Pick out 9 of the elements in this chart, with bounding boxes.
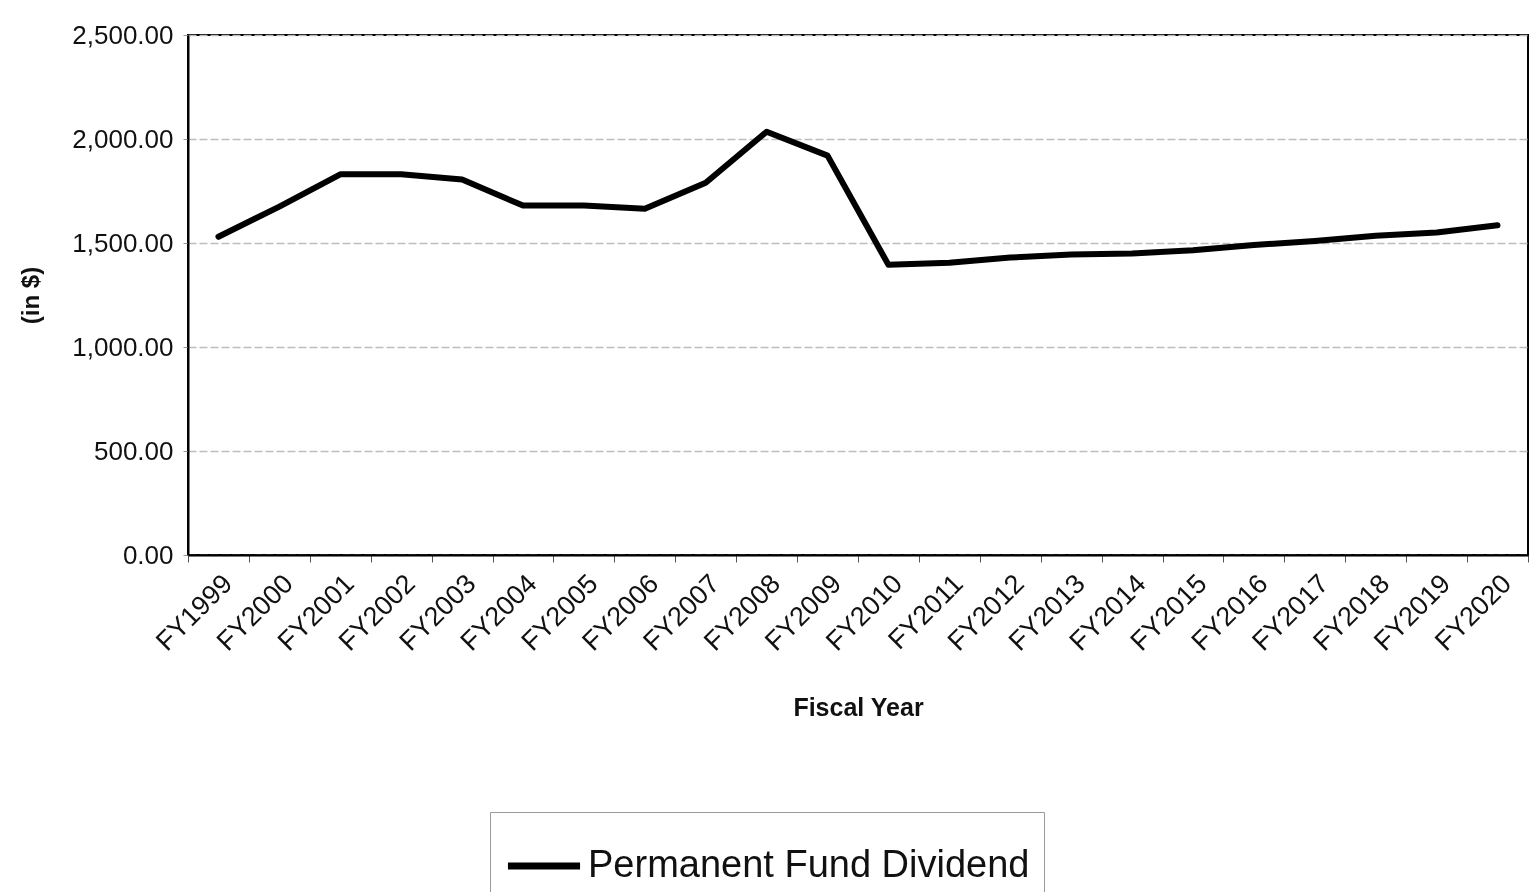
legend-label: Permanent Fund Dividend — [588, 843, 1030, 885]
x-axis-title: Fiscal Year — [793, 692, 924, 721]
y-tick-label: 1,500.00 — [72, 227, 174, 258]
y-tick-label: 2,000.00 — [72, 123, 174, 154]
y-tick-label: 2,500.00 — [72, 19, 174, 50]
y-tick-label: 500.00 — [93, 435, 174, 466]
y-tick-label: 0.00 — [122, 539, 174, 570]
y-tick-label: 1,000.00 — [72, 331, 174, 362]
y-axis-title: (in $) — [17, 266, 45, 325]
